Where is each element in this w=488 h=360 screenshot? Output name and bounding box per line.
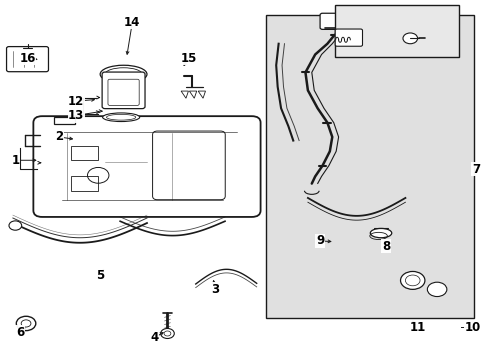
- Text: 1: 1: [11, 154, 20, 167]
- Text: 9: 9: [315, 234, 324, 247]
- FancyBboxPatch shape: [320, 13, 348, 30]
- Polygon shape: [181, 91, 188, 98]
- Bar: [334, 5, 458, 57]
- Text: 3: 3: [211, 283, 219, 296]
- Text: 14: 14: [124, 16, 140, 29]
- Circle shape: [402, 33, 417, 44]
- Circle shape: [400, 271, 424, 289]
- Polygon shape: [189, 91, 196, 98]
- Ellipse shape: [102, 113, 140, 122]
- Text: 4: 4: [150, 331, 158, 344]
- Circle shape: [427, 282, 446, 297]
- Circle shape: [160, 328, 174, 338]
- Text: 8: 8: [381, 240, 389, 253]
- Text: 13: 13: [68, 109, 84, 122]
- Text: 5: 5: [96, 269, 104, 282]
- Text: 2: 2: [55, 130, 63, 144]
- Ellipse shape: [100, 65, 147, 83]
- Text: 10: 10: [464, 320, 480, 333]
- Text: 11: 11: [408, 320, 425, 333]
- Circle shape: [9, 221, 21, 230]
- FancyBboxPatch shape: [102, 72, 145, 109]
- Text: 12: 12: [68, 95, 84, 108]
- Bar: [71, 176, 98, 191]
- Text: 7: 7: [471, 163, 479, 176]
- Bar: [54, 117, 75, 125]
- Polygon shape: [198, 91, 205, 98]
- Text: 6: 6: [16, 326, 24, 339]
- FancyBboxPatch shape: [6, 46, 48, 72]
- Bar: [266, 15, 473, 318]
- FancyBboxPatch shape: [33, 116, 260, 217]
- FancyBboxPatch shape: [334, 29, 362, 46]
- Circle shape: [16, 316, 36, 330]
- Text: 16: 16: [20, 51, 36, 64]
- Text: 15: 15: [180, 51, 196, 64]
- Bar: [71, 146, 98, 160]
- Ellipse shape: [369, 228, 391, 238]
